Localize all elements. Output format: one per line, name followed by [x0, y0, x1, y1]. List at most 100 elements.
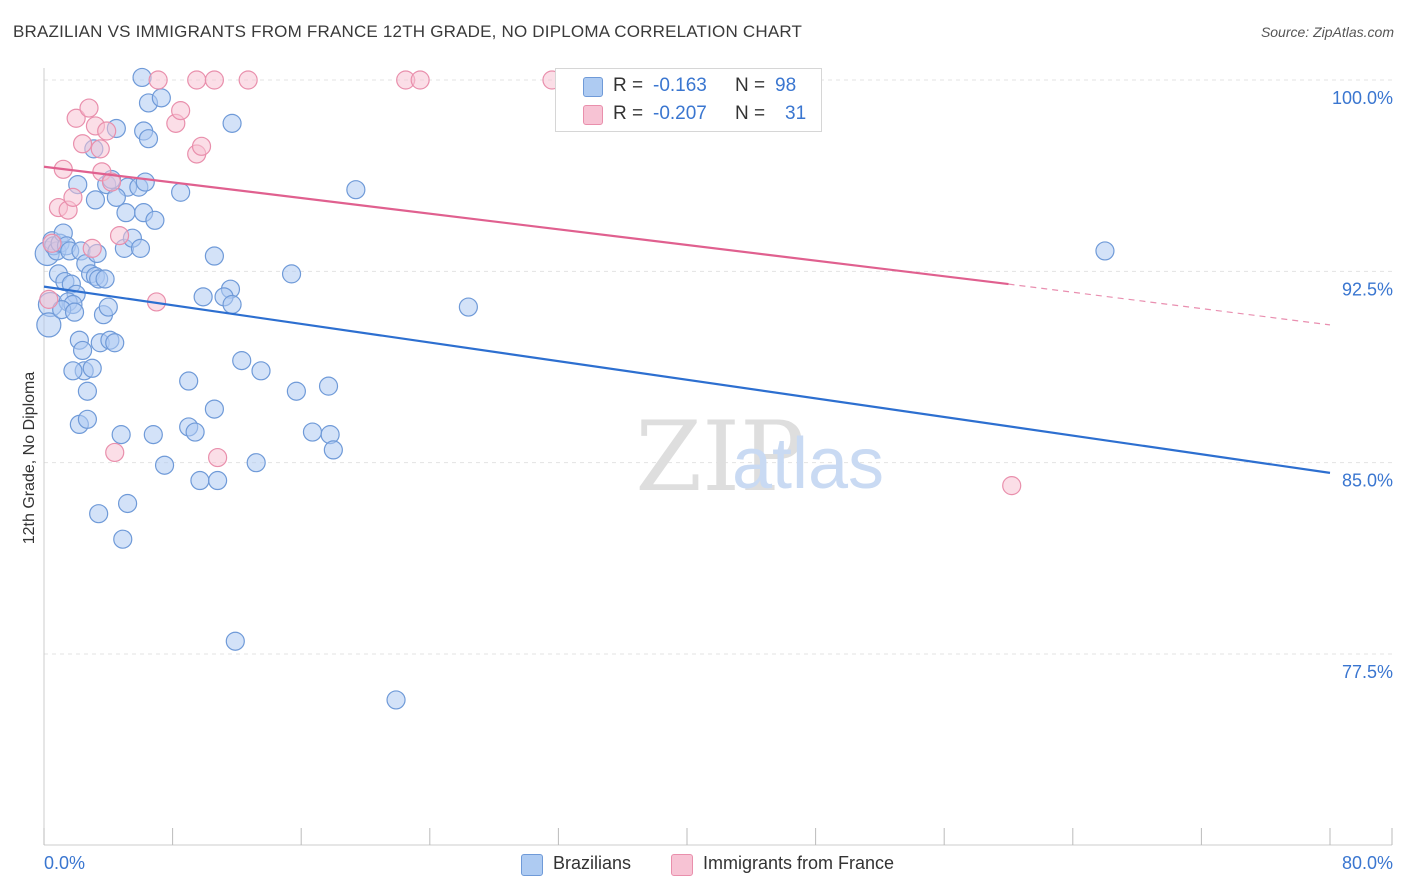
point-brazilians — [154, 455, 175, 475]
y-tick-label: 77.5% — [1342, 662, 1393, 682]
y-tick-label: 85.0% — [1342, 471, 1393, 491]
point-brazilians — [132, 67, 152, 88]
legend-swatch-pink — [583, 105, 603, 125]
point-brazilians — [1095, 241, 1115, 261]
point-brazilians — [346, 180, 366, 200]
point-brazilians — [82, 358, 102, 378]
point-france — [79, 98, 99, 118]
point-brazilians — [386, 690, 406, 710]
chart-title: BRAZILIAN VS IMMIGRANTS FROM FRANCE 12TH… — [13, 22, 803, 41]
point-brazilians — [111, 425, 131, 445]
legend-swatch-pink — [671, 854, 693, 876]
point-france — [90, 139, 110, 159]
point-france — [1002, 476, 1022, 496]
point-france — [171, 101, 191, 121]
legend-swatch-blue — [583, 77, 603, 97]
legend-n-value: 31 — [785, 103, 807, 124]
point-brazilians — [204, 399, 224, 419]
point-france — [410, 70, 430, 90]
point-brazilians — [105, 333, 125, 353]
legend-n-label: N = — [735, 103, 766, 124]
legend-r-value: -0.163 — [653, 75, 707, 96]
point-france — [187, 70, 207, 90]
point-brazilians — [225, 631, 245, 651]
source-label: Source: ZipAtlas.com — [1260, 24, 1394, 40]
point-brazilians — [171, 182, 191, 202]
point-brazilians — [179, 371, 199, 391]
point-brazilians — [130, 238, 151, 258]
point-brazilians — [138, 129, 159, 149]
point-brazilians — [117, 493, 138, 514]
point-france — [97, 121, 117, 141]
point-france — [208, 447, 228, 468]
point-brazilians — [302, 422, 323, 442]
correlation-legend: R = -0.163 N = 98 R = -0.207 N = 31 — [555, 68, 822, 132]
point-brazilians — [77, 409, 98, 429]
point-france — [42, 233, 62, 253]
point-brazilians — [151, 88, 171, 108]
watermark-atlas: atlas — [732, 424, 884, 504]
point-brazilians — [251, 361, 271, 381]
point-france — [101, 172, 122, 192]
trend-line-france-extrapolated — [1008, 283, 1331, 326]
tick-labels: 100.0% 92.5% 85.0% 77.5% 0.0% 80.0% — [44, 88, 1393, 873]
x-tick-label: 80.0% — [1342, 853, 1393, 873]
legend-r-label: R = — [613, 75, 644, 96]
point-france — [63, 187, 83, 207]
y-tick-label: 92.5% — [1342, 279, 1393, 299]
point-brazilians — [135, 172, 155, 192]
legend-r-value: -0.207 — [653, 103, 707, 124]
point-france — [238, 70, 258, 90]
trend-line-brazilians — [43, 285, 1331, 474]
y-tick-label: 100.0% — [1332, 88, 1393, 108]
axes — [43, 68, 1393, 846]
point-brazilians — [323, 440, 343, 460]
point-brazilians — [281, 264, 302, 284]
point-brazilians — [98, 297, 118, 317]
point-brazilians — [95, 269, 115, 289]
point-brazilians — [193, 287, 213, 307]
point-france — [191, 136, 212, 156]
x-tick-label: 0.0% — [44, 853, 85, 873]
point-brazilians — [63, 361, 83, 381]
point-brazilians — [72, 340, 93, 361]
point-brazilians — [458, 297, 478, 317]
legend-label: Brazilians — [553, 853, 632, 873]
trend-lines — [43, 165, 1331, 474]
point-brazilians — [318, 376, 339, 396]
point-france — [39, 289, 59, 309]
point-brazilians — [143, 425, 163, 445]
trend-line-france — [43, 165, 1009, 286]
point-france — [148, 70, 168, 90]
point-france — [72, 134, 93, 154]
point-brazilians — [222, 113, 242, 133]
point-brazilians — [113, 529, 133, 549]
point-brazilians — [36, 312, 62, 338]
legend-n-value: 98 — [775, 75, 797, 96]
point-brazilians — [116, 203, 136, 223]
point-brazilians — [64, 302, 85, 322]
point-france — [204, 70, 224, 90]
point-brazilians — [208, 470, 228, 491]
legend-n-label: N = — [735, 75, 766, 96]
point-brazilians — [185, 422, 205, 442]
point-brazilians — [145, 210, 165, 230]
point-brazilians — [286, 381, 306, 401]
point-brazilians — [77, 381, 98, 401]
point-brazilians — [204, 246, 224, 266]
point-france — [66, 108, 86, 128]
point-brazilians — [85, 190, 106, 210]
point-france — [109, 226, 130, 246]
point-brazilians — [232, 351, 252, 371]
point-brazilians — [222, 294, 242, 315]
legend-label: Immigrants from France — [703, 853, 895, 873]
point-brazilians — [246, 453, 266, 473]
data-points — [34, 67, 1115, 710]
legend-r-label: R = — [613, 103, 644, 124]
point-france — [82, 238, 102, 258]
legend-swatch-blue — [521, 854, 543, 876]
point-brazilians — [190, 470, 210, 491]
point-brazilians — [89, 504, 109, 524]
watermark-zip: ZIP — [635, 401, 804, 513]
